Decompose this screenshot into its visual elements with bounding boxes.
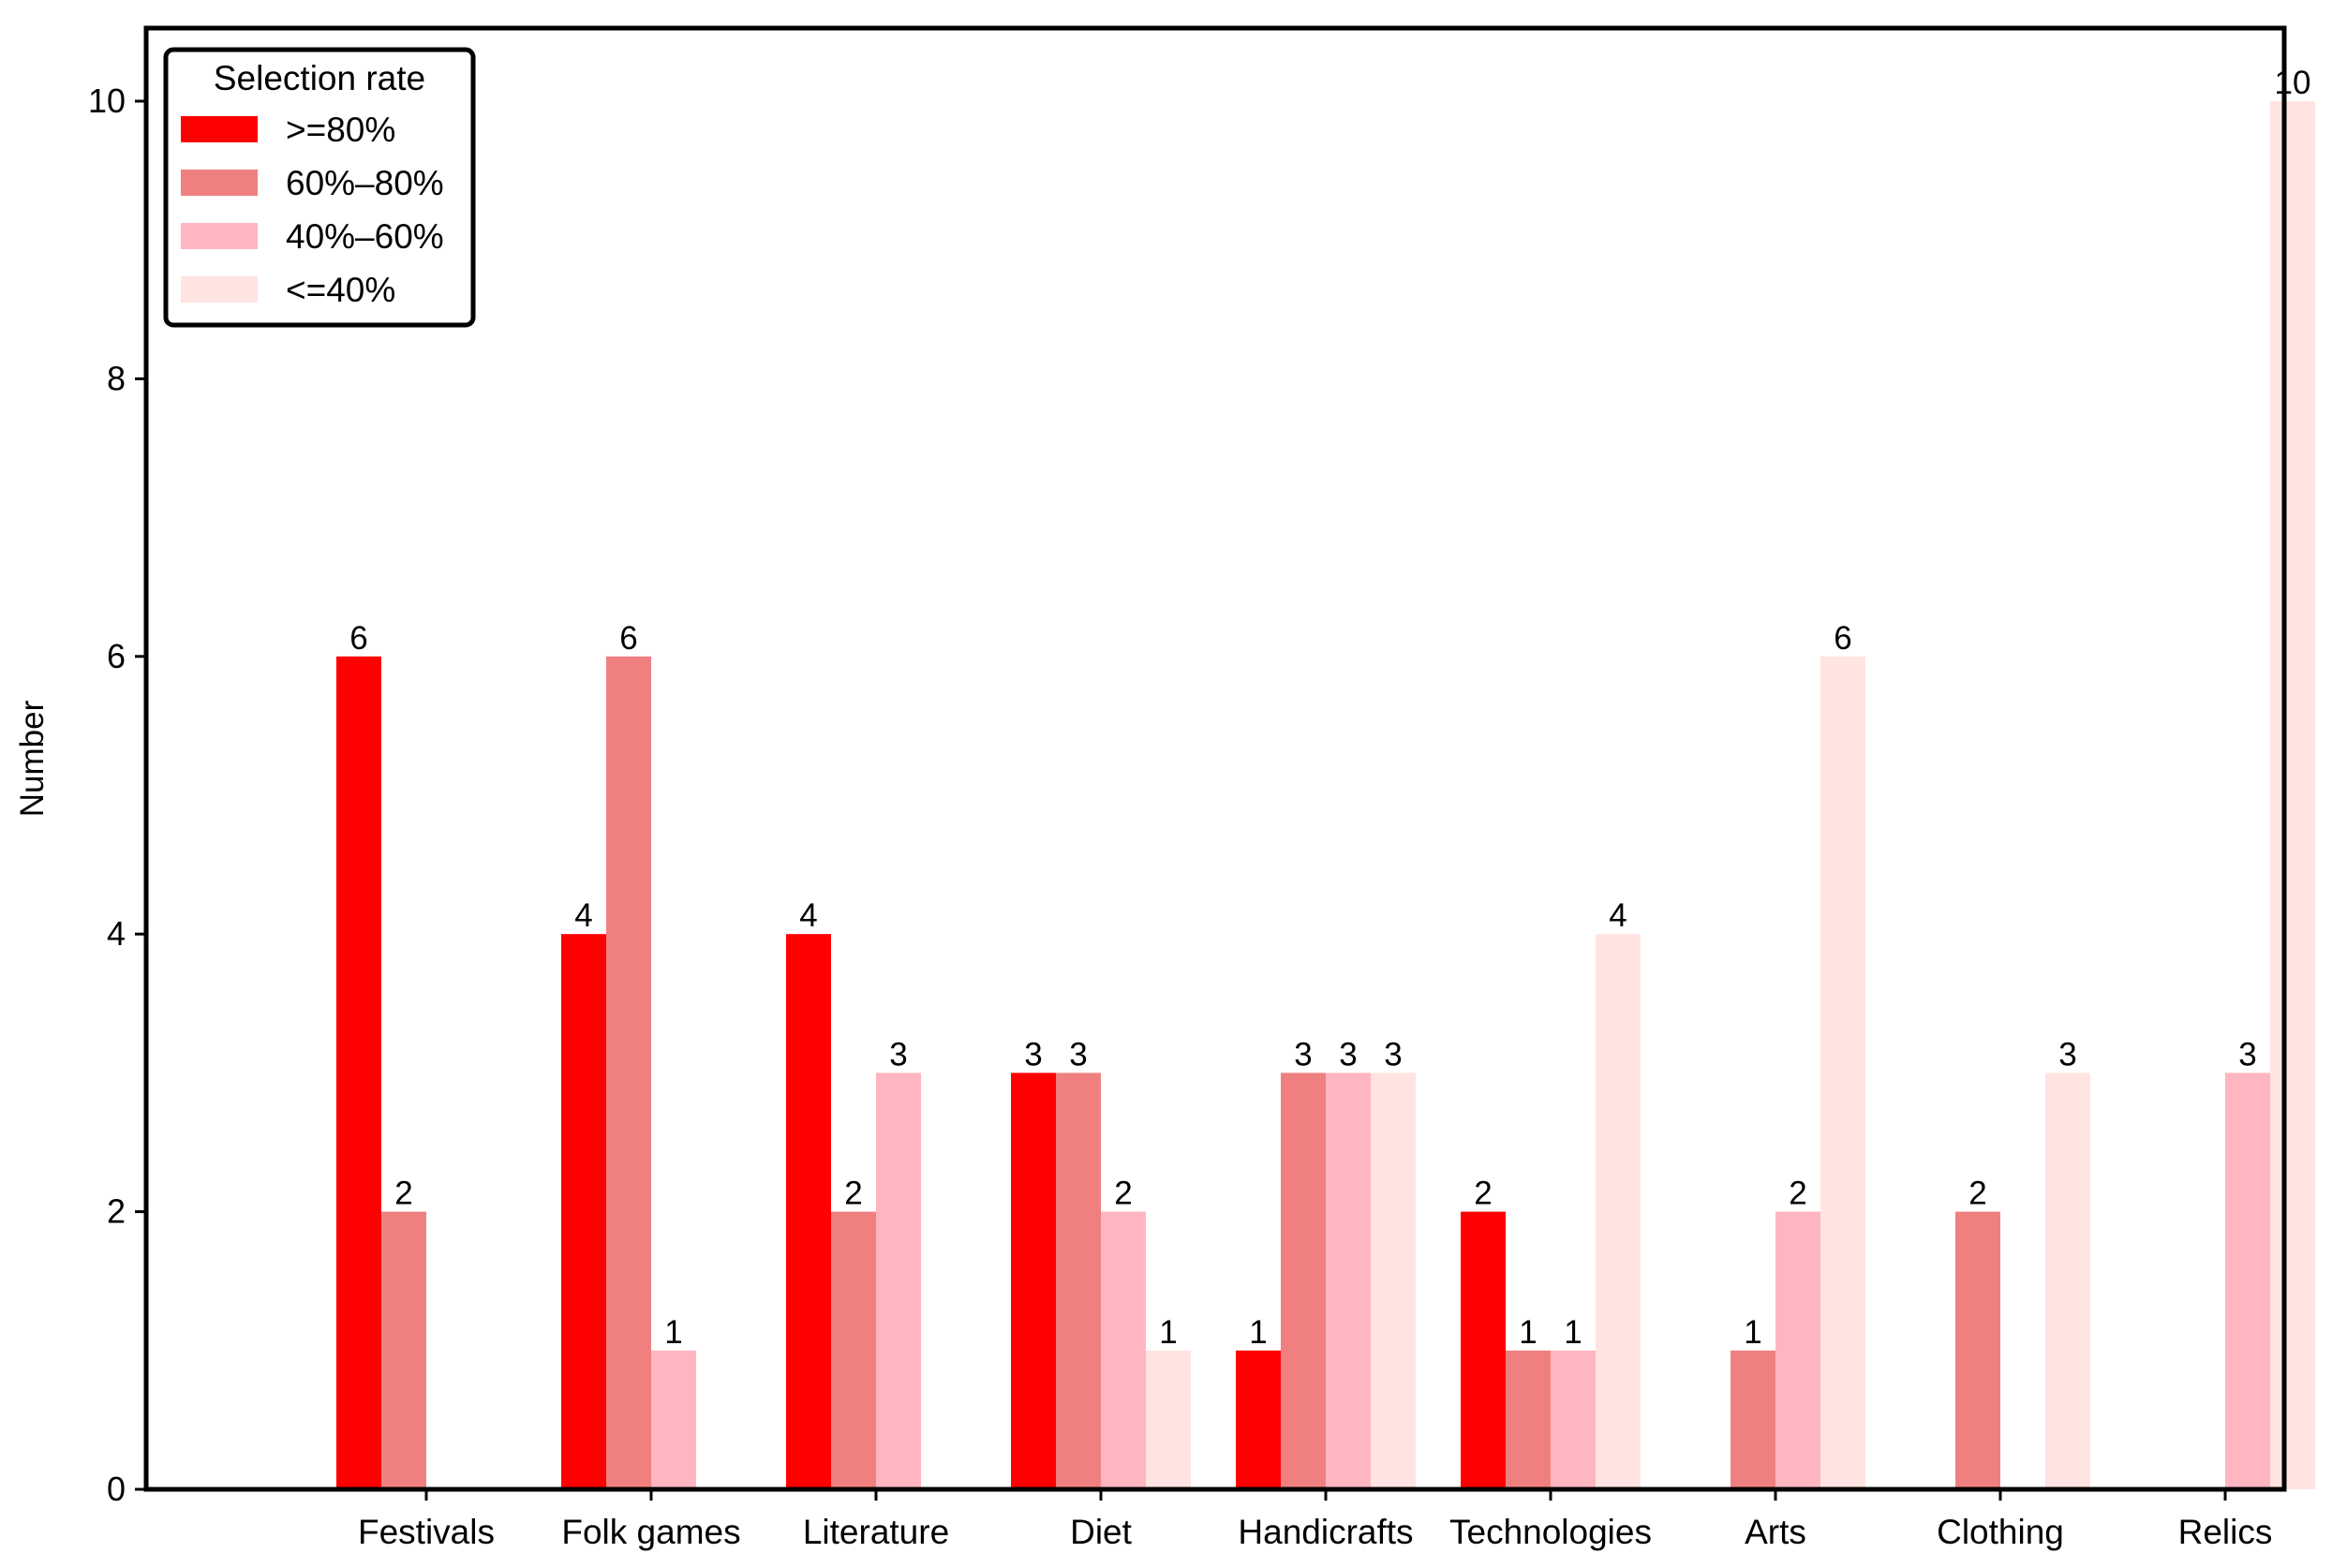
x-tick-label-festivals: Festivals	[358, 1513, 495, 1551]
data-label: 3	[1339, 1036, 1357, 1072]
data-label: 3	[1294, 1036, 1312, 1072]
y-tick-label: 10	[88, 81, 126, 120]
data-label: 1	[1564, 1314, 1582, 1351]
data-label: 1	[1249, 1314, 1267, 1351]
data-label: 1	[664, 1314, 682, 1351]
bar-relics-series-3	[2225, 1072, 2270, 1489]
data-label: 2	[394, 1176, 412, 1212]
data-label: 3	[889, 1036, 907, 1072]
bar-arts-series-4	[1820, 657, 1865, 1489]
bar-arts-series-2	[1731, 1351, 1775, 1489]
bar-relics-series-4	[2270, 101, 2315, 1489]
y-tick-label: 2	[107, 1192, 126, 1231]
x-tick-label-arts: Arts	[1745, 1513, 1806, 1551]
data-label: 3	[2058, 1036, 2076, 1072]
legend-label: 60%–80%	[286, 164, 444, 202]
legend-swatch	[181, 223, 258, 249]
bar-handicrafts-series-1	[1236, 1351, 1281, 1489]
legend-label: 40%–60%	[286, 217, 444, 256]
data-label: 3	[1069, 1036, 1087, 1072]
y-axis-title: Number	[14, 700, 51, 817]
data-label: 2	[1789, 1176, 1806, 1212]
data-label: 3	[1384, 1036, 1402, 1072]
y-tick-label: 8	[107, 359, 126, 397]
legend-swatch	[181, 170, 258, 196]
data-label: 10	[2275, 65, 2311, 101]
data-label: 6	[349, 620, 367, 657]
bar-clothing-series-4	[2045, 1072, 2090, 1489]
bar-arts-series-3	[1775, 1212, 1820, 1489]
bar-festivals-series-2	[381, 1212, 426, 1489]
x-tick-label-folk-games: Folk games	[561, 1513, 740, 1551]
y-tick-label: 4	[107, 914, 126, 953]
data-label: 3	[1024, 1036, 1042, 1072]
x-tick-label-diet: Diet	[1070, 1513, 1133, 1551]
x-tick-label-literature: Literature	[803, 1513, 949, 1551]
bar-diet-series-4	[1146, 1351, 1191, 1489]
data-label: 2	[1968, 1176, 1986, 1212]
bar-handicrafts-series-4	[1371, 1072, 1416, 1489]
x-tick-label-technologies: Technologies	[1449, 1513, 1652, 1551]
bar-handicrafts-series-3	[1326, 1072, 1371, 1489]
bar-clothing-series-2	[1955, 1212, 2000, 1489]
bar-folk-games-series-1	[561, 934, 606, 1489]
data-label: 1	[1519, 1314, 1537, 1351]
data-label: 2	[1474, 1176, 1492, 1212]
legend: Selection rate >=80% 60%–80% 40%–60% <=40%	[166, 50, 473, 325]
data-label: 4	[574, 897, 592, 934]
data-label: 2	[844, 1176, 862, 1212]
bar-technologies-series-4	[1596, 934, 1641, 1489]
y-tick-label: 0	[107, 1470, 126, 1508]
bar-folk-games-series-3	[651, 1351, 696, 1489]
bar-technologies-series-2	[1506, 1351, 1551, 1489]
data-label: 1	[1159, 1314, 1177, 1351]
legend-swatch	[181, 276, 258, 303]
x-tick-label-clothing: Clothing	[1937, 1513, 2064, 1551]
legend-label: >=80%	[286, 111, 395, 149]
data-label: 6	[619, 620, 637, 657]
legend-label: <=40%	[286, 271, 395, 309]
bar-literature-series-1	[786, 934, 831, 1489]
bar-diet-series-2	[1056, 1072, 1101, 1489]
bar-diet-series-1	[1011, 1072, 1056, 1489]
legend-title: Selection rate	[214, 59, 425, 97]
bar-literature-series-2	[831, 1212, 876, 1489]
bar-literature-series-3	[876, 1072, 921, 1489]
legend-swatch	[181, 116, 258, 142]
data-label: 6	[1834, 620, 1851, 657]
data-label: 3	[2238, 1036, 2256, 1072]
data-label: 4	[1609, 897, 1627, 934]
bar-technologies-series-3	[1551, 1351, 1596, 1489]
y-tick-label: 6	[107, 637, 126, 675]
bar-folk-games-series-2	[606, 657, 651, 1489]
bar-handicrafts-series-2	[1281, 1072, 1326, 1489]
data-label: 2	[1114, 1176, 1132, 1212]
bar-diet-series-3	[1101, 1212, 1146, 1489]
x-tick-label-relics: Relics	[2178, 1513, 2273, 1551]
data-label: 1	[1744, 1314, 1761, 1351]
x-tick-label-handicrafts: Handicrafts	[1238, 1513, 1413, 1551]
bar-technologies-series-1	[1461, 1212, 1506, 1489]
bar-festivals-series-1	[336, 657, 381, 1489]
data-label: 4	[799, 897, 817, 934]
